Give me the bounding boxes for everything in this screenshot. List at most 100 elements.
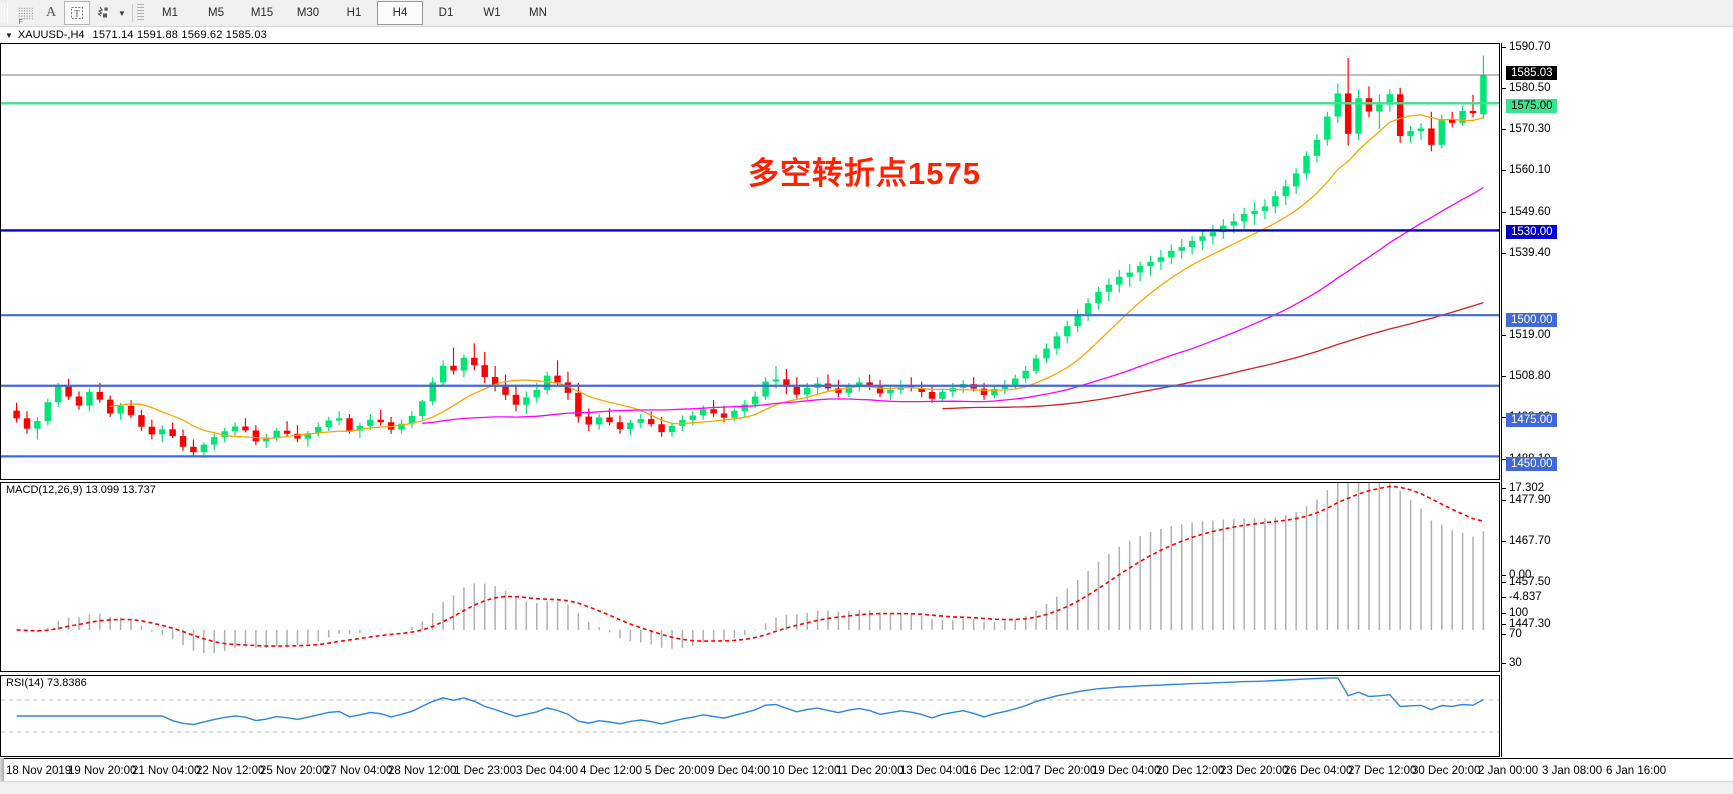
rsi-tick-label: 100 bbox=[1509, 607, 1529, 619]
price-level-tag[interactable]: 1450.00 bbox=[1506, 457, 1557, 471]
price-tick-label: 1570.30 bbox=[1509, 123, 1551, 135]
candle-body bbox=[876, 386, 884, 394]
svg-text:T: T bbox=[74, 9, 80, 19]
time-axis-scroll-handle[interactable] bbox=[0, 758, 4, 788]
candle-body bbox=[127, 405, 135, 416]
candle-body bbox=[1116, 276, 1123, 285]
candle-body bbox=[741, 404, 749, 411]
toolbar-drag-handle[interactable] bbox=[1, 3, 10, 23]
price-level-tag[interactable]: 1575.00 bbox=[1506, 99, 1557, 113]
candle-body bbox=[616, 422, 624, 430]
time-axis-label: 28 Nov 12:00 bbox=[388, 765, 457, 777]
candle-body bbox=[887, 389, 894, 394]
candle-body bbox=[1272, 196, 1279, 207]
macd-pane[interactable] bbox=[0, 482, 1500, 672]
candle-body bbox=[595, 417, 603, 425]
candle-body bbox=[720, 413, 728, 418]
candle-body bbox=[783, 379, 790, 387]
scale-tick bbox=[1501, 417, 1506, 418]
candle-body bbox=[34, 421, 41, 429]
macd-signal-line bbox=[16, 485, 1484, 647]
timeframe-h4[interactable]: H4 bbox=[377, 1, 423, 25]
candle-body bbox=[1032, 358, 1040, 371]
scale-tick bbox=[1501, 663, 1506, 664]
candle-body bbox=[86, 392, 93, 406]
candle-body bbox=[647, 419, 655, 425]
timeframe-mn[interactable]: MN bbox=[529, 7, 547, 19]
price-scale[interactable]: 1590.70 1580.50 1570.30 1560.10 1549.60 1539.… bbox=[1501, 41, 1733, 757]
price-tick-label: 1580.50 bbox=[1509, 82, 1551, 94]
price-level-tag[interactable]: 1475.00 bbox=[1506, 413, 1557, 427]
candle-body bbox=[252, 430, 260, 442]
text-box-icon[interactable]: T bbox=[64, 1, 90, 25]
timeframe-d1[interactable]: D1 bbox=[438, 7, 454, 19]
candle-body bbox=[54, 386, 62, 403]
timeframe-m5[interactable]: M5 bbox=[208, 7, 224, 19]
timeframe-w1[interactable]: W1 bbox=[483, 7, 501, 19]
scale-tick bbox=[1501, 212, 1506, 213]
candle-body bbox=[1136, 266, 1144, 273]
price-level-tag[interactable]: 1585.03 bbox=[1506, 66, 1557, 80]
time-axis-label: 5 Dec 20:00 bbox=[645, 765, 708, 777]
candle-body bbox=[169, 429, 176, 437]
timeframe-m30[interactable]: M30 bbox=[296, 7, 320, 19]
candle-body bbox=[439, 365, 447, 383]
candle-body bbox=[1396, 94, 1404, 137]
scale-tick bbox=[1501, 613, 1506, 614]
candle-body bbox=[575, 392, 582, 417]
price-chart-pane[interactable] bbox=[0, 43, 1500, 480]
candle-body bbox=[1064, 326, 1071, 337]
symbol-ohlc-values: 1571.14 1591.88 1569.62 1585.03 bbox=[92, 29, 267, 41]
ma-slow-line bbox=[942, 301, 1484, 410]
timeframe-m1[interactable]: M1 bbox=[162, 7, 178, 19]
objects-dropdown-caret-icon[interactable]: ▼ bbox=[118, 8, 126, 18]
candle-body bbox=[75, 396, 83, 406]
candle-body bbox=[263, 437, 270, 442]
time-axis-label: 30 Dec 20:00 bbox=[1412, 765, 1481, 777]
scale-tick bbox=[1501, 253, 1506, 254]
time-axis-label: 9 Dec 04:00 bbox=[708, 765, 771, 777]
macd-canvas bbox=[16, 483, 1485, 654]
time-axis-label: 23 Dec 20:00 bbox=[1220, 765, 1289, 777]
time-axis-label: 3 Dec 04:00 bbox=[516, 765, 579, 777]
candle-body bbox=[554, 375, 561, 383]
price-tick-label: 1560.10 bbox=[1509, 164, 1551, 176]
candle-body bbox=[699, 409, 707, 416]
candle-body bbox=[710, 409, 717, 414]
candle-body bbox=[1168, 250, 1175, 258]
candle-body bbox=[1147, 261, 1154, 267]
candle-body bbox=[928, 392, 936, 399]
candle-body bbox=[1334, 93, 1341, 117]
rsi-pane[interactable] bbox=[0, 675, 1500, 757]
time-axis-label: 6 Jan 16:00 bbox=[1606, 765, 1667, 777]
candle-body bbox=[481, 365, 488, 378]
symbol-dropdown-caret-icon[interactable]: ▼ bbox=[5, 30, 13, 40]
ma-mid-line bbox=[422, 186, 1484, 424]
candle-body bbox=[398, 423, 405, 430]
timeframe-bar-drag-handle[interactable] bbox=[137, 4, 144, 22]
scale-tick bbox=[1501, 129, 1506, 130]
price-level-tag[interactable]: 1530.00 bbox=[1506, 225, 1557, 239]
candle-body bbox=[1095, 291, 1102, 304]
candle-body bbox=[491, 377, 499, 385]
text-label-icon[interactable]: A bbox=[45, 5, 57, 20]
candle-body bbox=[1376, 104, 1383, 112]
candle-body bbox=[564, 382, 572, 393]
timeframe-h1[interactable]: H1 bbox=[346, 7, 362, 19]
candle-body bbox=[585, 416, 592, 425]
candle-body bbox=[679, 419, 686, 426]
candle-body bbox=[1178, 247, 1185, 251]
time-axis-label: 21 Nov 04:00 bbox=[132, 765, 201, 777]
objects-icon[interactable] bbox=[90, 1, 116, 25]
scale-tick bbox=[1501, 47, 1506, 48]
crosshair-grid-icon[interactable] bbox=[12, 1, 38, 26]
price-level-tag[interactable]: 1500.00 bbox=[1506, 313, 1557, 327]
candle-body bbox=[211, 437, 218, 445]
candle-body bbox=[231, 426, 239, 432]
price-tick-label: 1549.60 bbox=[1509, 206, 1551, 218]
timeframe-m15[interactable]: M15 bbox=[250, 7, 274, 19]
macd-tick-label: 0.00 bbox=[1509, 569, 1532, 581]
candle-body bbox=[502, 384, 509, 395]
scale-divider bbox=[1501, 43, 1502, 757]
